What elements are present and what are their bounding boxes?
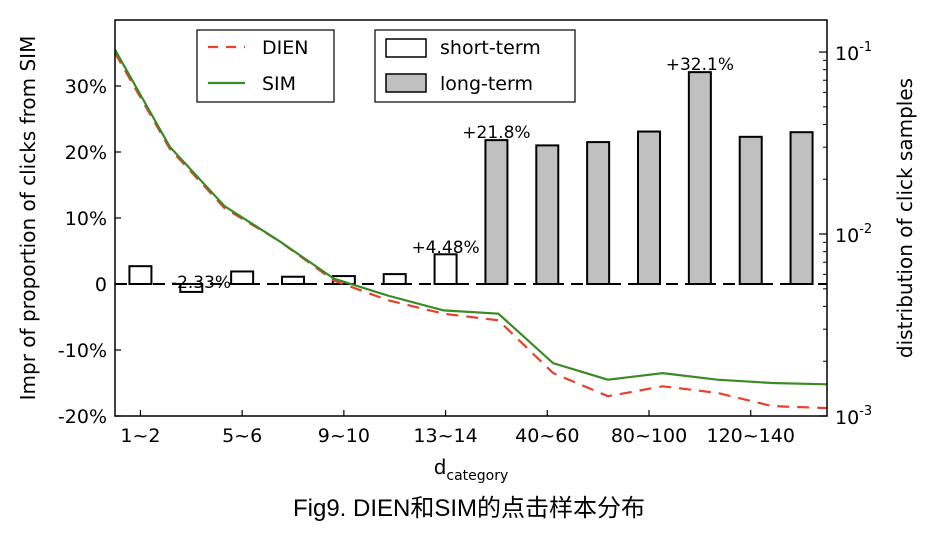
bar-annotation: +32.1% — [666, 55, 734, 75]
x-tick-label: 5~6 — [222, 425, 262, 447]
left-tick-label: 0 — [95, 274, 107, 296]
series-sim-line — [114, 49, 828, 386]
figure-caption: Fig9. DIEN和SIM的点击样本分布 — [292, 495, 646, 522]
legend-sim-label: SIM — [262, 73, 296, 95]
left-tick-label: 20% — [65, 142, 107, 164]
x-tick-label: 40~60 — [515, 425, 579, 447]
right-y-axis-label: distribution of click samples — [893, 78, 917, 358]
series-dien-line — [114, 52, 828, 410]
long-term-bar — [535, 144, 560, 285]
left-tick-label: -20% — [58, 406, 107, 428]
short-term-bar — [433, 253, 458, 286]
x-tick-label: 80~100 — [611, 425, 687, 447]
x-tick-label: 120~140 — [706, 425, 794, 447]
legend-short-term-swatch — [385, 38, 427, 58]
bar-annotation: +21.8% — [462, 123, 530, 143]
bar-annotation: +4.48% — [411, 238, 479, 258]
long-term-bar — [789, 131, 814, 285]
legend-long-term-swatch — [385, 73, 427, 93]
short-term-bar — [382, 273, 407, 286]
legend-long-term-label: long-term — [440, 73, 533, 95]
legend-lines-box — [196, 29, 335, 103]
left-tick-label: 10% — [65, 208, 107, 230]
long-term-bar — [687, 71, 712, 285]
short-term-bar — [281, 275, 305, 285]
long-term-bar — [637, 130, 661, 285]
long-term-bar — [738, 135, 763, 285]
right-tick-label: 10-3 — [835, 404, 872, 429]
right-tick-label: 10-1 — [835, 40, 872, 65]
x-tick-label: 1~2 — [120, 425, 160, 447]
long-term-bar — [586, 141, 611, 285]
legend-short-term-label: short-term — [440, 37, 541, 59]
left-tick-label: -10% — [58, 340, 107, 362]
short-term-bar — [230, 270, 255, 285]
x-tick-label: 9~10 — [318, 425, 370, 447]
left-y-axis-label: Impr of proportion of clicks from SIM — [16, 36, 40, 401]
x-axis-label: dcategory — [434, 455, 509, 484]
legend-dien-label: DIEN — [262, 37, 308, 59]
right-tick-label: 10-2 — [835, 222, 872, 247]
short-term-bar — [128, 265, 153, 285]
long-term-bar — [484, 139, 509, 285]
x-tick-label: 13~14 — [413, 425, 477, 447]
left-tick-label: 30% — [65, 76, 107, 98]
bar-annotation: -2.33% — [171, 273, 231, 293]
